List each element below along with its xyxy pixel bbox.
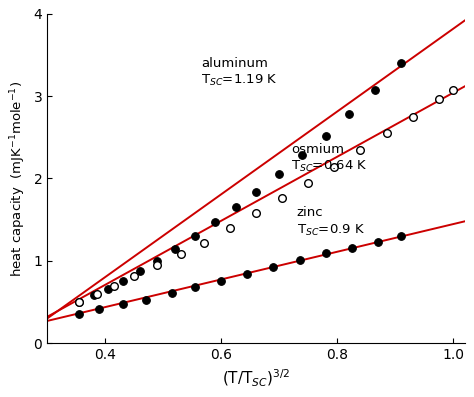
Text: zinc
T$_{SC}$=0.9 K: zinc T$_{SC}$=0.9 K <box>297 206 365 238</box>
X-axis label: (T/T$_{SC}$)$^{3/2}$: (T/T$_{SC}$)$^{3/2}$ <box>222 368 290 389</box>
Text: osmium
T$_{SC}$=0.64 K: osmium T$_{SC}$=0.64 K <box>291 143 367 174</box>
Y-axis label: heat capacity  (mJK$^{-1}$mole$^{-1}$): heat capacity (mJK$^{-1}$mole$^{-1}$) <box>9 80 28 277</box>
Text: aluminum
T$_{SC}$=1.19 K: aluminum T$_{SC}$=1.19 K <box>201 56 278 88</box>
